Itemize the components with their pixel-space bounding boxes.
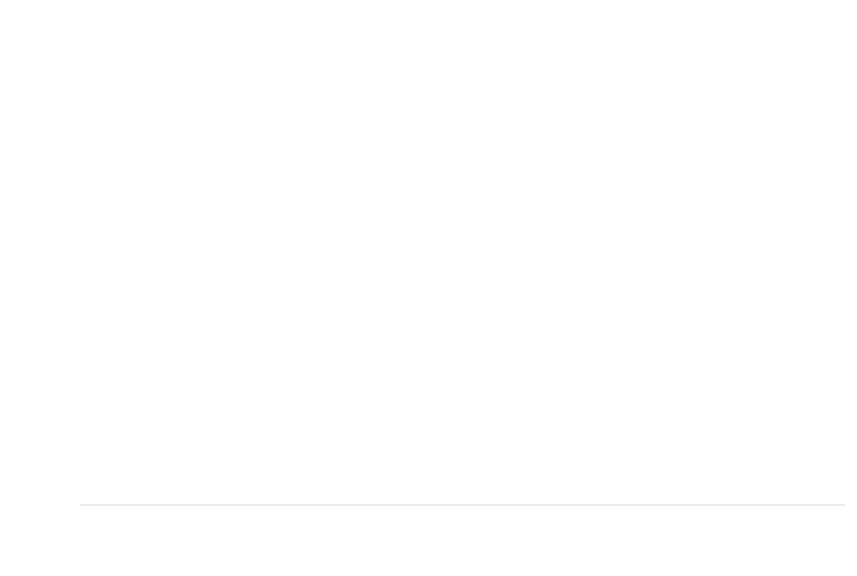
chart-svg [0,0,857,576]
scatter-chart [0,0,857,576]
